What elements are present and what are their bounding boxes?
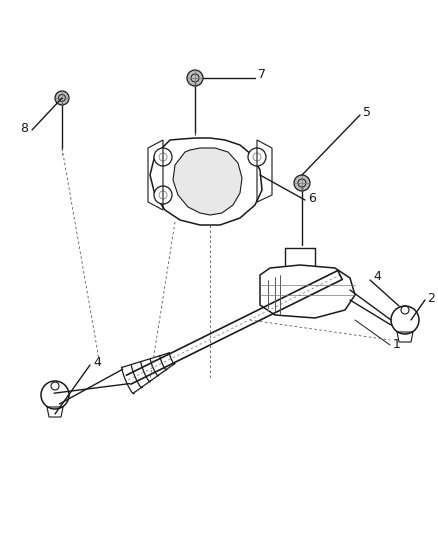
Text: 4: 4 xyxy=(373,271,381,284)
Circle shape xyxy=(154,186,172,204)
Text: 6: 6 xyxy=(308,191,316,205)
Circle shape xyxy=(187,70,203,86)
Text: 4: 4 xyxy=(93,356,101,368)
Text: 1: 1 xyxy=(393,338,401,351)
Text: 2: 2 xyxy=(427,292,435,304)
Circle shape xyxy=(154,148,172,166)
Circle shape xyxy=(248,148,266,166)
Polygon shape xyxy=(173,148,242,215)
Text: 5: 5 xyxy=(363,106,371,118)
Circle shape xyxy=(294,175,310,191)
Circle shape xyxy=(55,91,69,105)
Text: 8: 8 xyxy=(20,122,28,134)
Text: 7: 7 xyxy=(258,69,266,82)
